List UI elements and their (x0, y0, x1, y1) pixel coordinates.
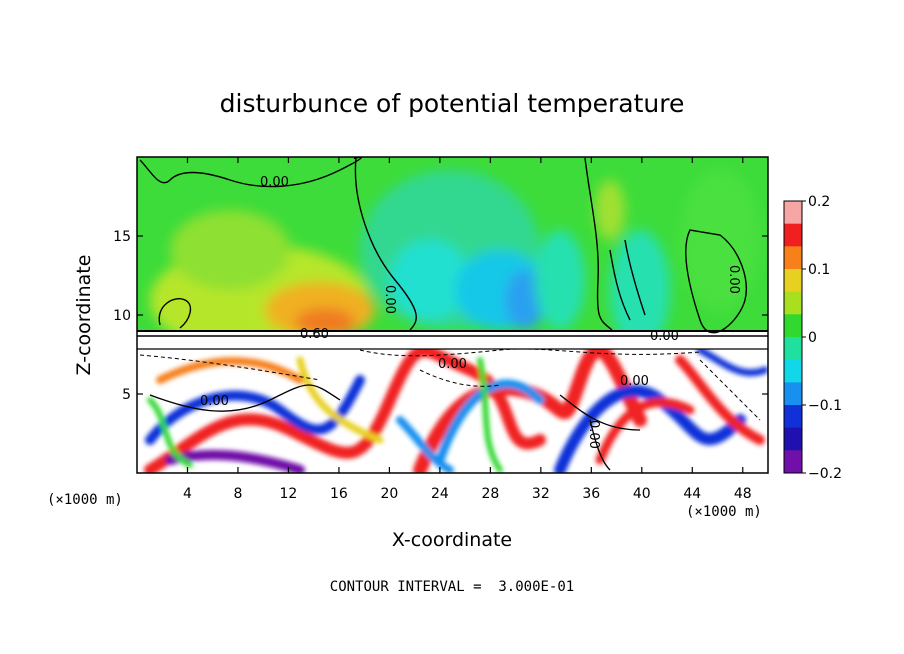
x-tick-label: 12 (280, 486, 298, 502)
contour-labels: 0.00 0.60 0.00 0.00 0.00 0.00 0.00 0.00 … (200, 175, 741, 449)
x-tick-label: 20 (380, 486, 398, 502)
colorbar-swatch (784, 291, 802, 315)
x-tick-label: 24 (431, 486, 449, 502)
colorbar-swatch (784, 269, 802, 293)
x-unit-label: (×1000 m) (686, 504, 762, 520)
contour-label: 0.00 (620, 374, 649, 389)
x-tick-label: 48 (734, 486, 752, 502)
colorbar-tick-label: 0.1 (808, 262, 830, 278)
colorbar-swatch (784, 337, 802, 361)
x-axis: 4 8 12 16 20 24 28 32 36 40 44 48 (183, 157, 752, 502)
y-axis: 5 10 15 (113, 229, 768, 403)
y-unit-label: (×1000 m) (47, 492, 123, 508)
chart-title: disturbunce of potential temperature (220, 89, 685, 118)
x-tick-label: 4 (183, 486, 192, 502)
colorbar-swatch (784, 405, 802, 429)
contour-label: 0.60 (300, 327, 329, 342)
colorbar-tick-label: −0.2 (808, 466, 842, 482)
contour-label: 0.00 (438, 357, 467, 372)
colorbar-swatch (784, 359, 802, 383)
colorbar-swatch (784, 246, 802, 270)
contour-label: 0.00 (260, 175, 289, 190)
colorbar-swatch (784, 201, 802, 225)
y-tick-label: 15 (113, 229, 131, 245)
contour-label: 0.00 (650, 329, 679, 344)
colorbar-tick-label: 0.2 (808, 194, 830, 210)
y-tick-label: 5 (122, 387, 131, 403)
colorbar-tick-label: 0 (808, 330, 817, 346)
x-tick-label: 32 (532, 486, 550, 502)
colorbar-swatch (784, 427, 802, 451)
x-tick-label: 28 (481, 486, 499, 502)
contour-label: 0.00 (726, 265, 741, 294)
colorbar-swatch (784, 450, 802, 474)
x-axis-label: X-coordinate (392, 529, 512, 551)
colorbar-swatch (784, 314, 802, 338)
x-tick-label: 8 (233, 486, 242, 502)
x-tick-label: 40 (633, 486, 651, 502)
heatmap-field (137, 157, 768, 473)
y-axis-label: Z-coordinate (73, 255, 95, 376)
x-tick-label: 16 (330, 486, 348, 502)
contour-label: 0.00 (586, 420, 601, 449)
colorbar-swatch (784, 382, 802, 406)
colorbar-tick-label: −0.1 (808, 398, 842, 414)
y-tick-label: 10 (113, 308, 131, 324)
colorbar: 0.2 0.1 0 −0.1 −0.2 (783, 194, 842, 482)
contour-label: 0.00 (200, 394, 229, 409)
x-tick-label: 36 (582, 486, 600, 502)
contour-interval: CONTOUR INTERVAL = 3.000E-01 (330, 579, 574, 595)
x-tick-label: 44 (683, 486, 701, 502)
colorbar-swatch (784, 223, 802, 247)
contour-label: 0.00 (382, 285, 397, 314)
